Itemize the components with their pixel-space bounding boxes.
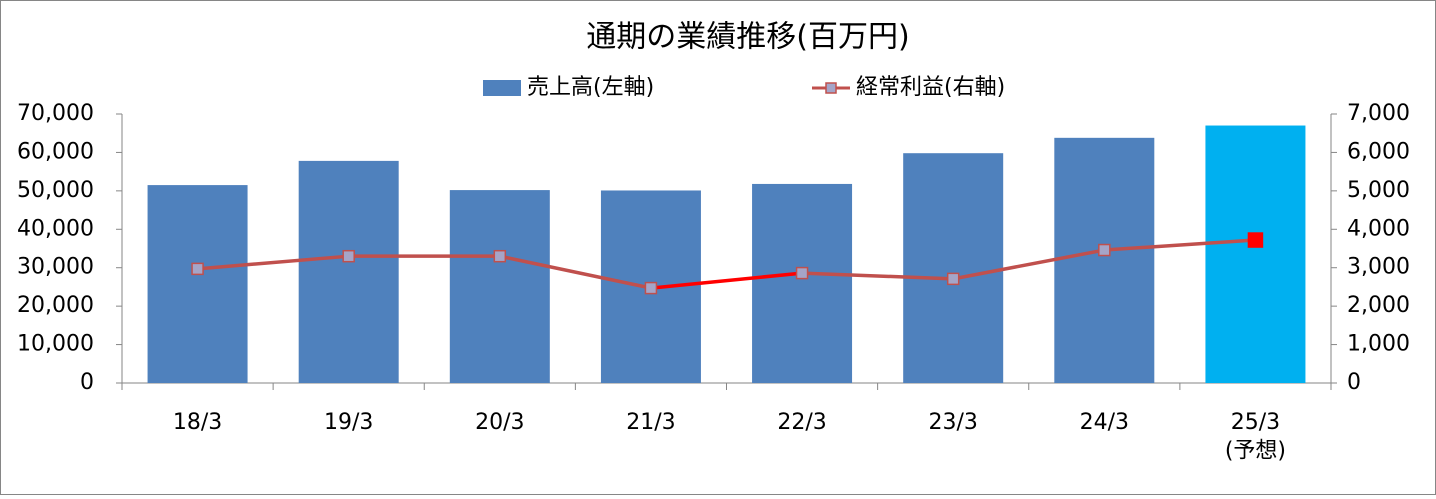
line-segment: [801, 271, 954, 281]
y-tick-label: 40,000: [17, 216, 94, 241]
x-tick-label: 25/3 (予想): [1225, 410, 1286, 464]
y2-tick-label: 2,000: [1347, 293, 1410, 318]
line-marker: [1098, 243, 1111, 257]
bar: [298, 160, 399, 383]
y2-tick-label: 5,000: [1347, 178, 1410, 203]
y-tick-label: 0: [80, 370, 94, 395]
y2-tick-label: 3,000: [1347, 255, 1410, 280]
y2-tick-label: 6,000: [1347, 139, 1410, 164]
line-marker: [795, 266, 809, 280]
y-tick-label: 10,000: [17, 332, 94, 357]
x-tick-label: 20/3: [475, 410, 524, 435]
y-tick-label: 50,000: [17, 178, 94, 203]
line-marker: [946, 272, 960, 286]
bar: [1205, 125, 1306, 384]
line-segment: [1104, 238, 1256, 252]
x-tick-label: 23/3: [928, 410, 977, 435]
bar: [752, 183, 853, 383]
line-segment: [197, 254, 349, 271]
line-segment: [952, 248, 1105, 281]
y-tick-label: 20,000: [17, 293, 94, 318]
line-segment: [499, 254, 652, 290]
y2-tick-label: 0: [1347, 370, 1361, 395]
x-tick-label: 19/3: [324, 410, 373, 435]
bar: [1054, 137, 1155, 383]
y-tick-label: 30,000: [17, 255, 94, 280]
x-tick-label: 18/3: [173, 410, 222, 435]
bar: [449, 190, 550, 383]
line-marker: [342, 249, 355, 263]
line-marker: [191, 262, 204, 276]
legend-marker: [825, 82, 837, 94]
bar: [147, 185, 248, 383]
legend-label: 売上高(左軸): [527, 75, 654, 100]
y2-tick-label: 1,000: [1347, 332, 1410, 357]
y2-tick-label: 4,000: [1347, 216, 1410, 241]
x-tick-label: 21/3: [626, 410, 675, 435]
y2-tick-label: 7,000: [1347, 101, 1410, 126]
legend-label: 経常利益(右軸): [856, 75, 1005, 100]
line-marker: [1247, 232, 1264, 248]
x-tick-label: 22/3: [777, 410, 826, 435]
legend-swatch: [483, 80, 521, 96]
x-tick-label: 24/3: [1080, 410, 1129, 435]
chart-title: 通期の業績推移(百万円): [586, 20, 909, 55]
line-segment: [650, 271, 803, 290]
bar: [903, 153, 1004, 383]
y-tick-label: 60,000: [17, 139, 94, 164]
line-marker: [493, 249, 507, 263]
y-tick-label: 70,000: [17, 101, 94, 126]
line-marker: [644, 281, 658, 295]
